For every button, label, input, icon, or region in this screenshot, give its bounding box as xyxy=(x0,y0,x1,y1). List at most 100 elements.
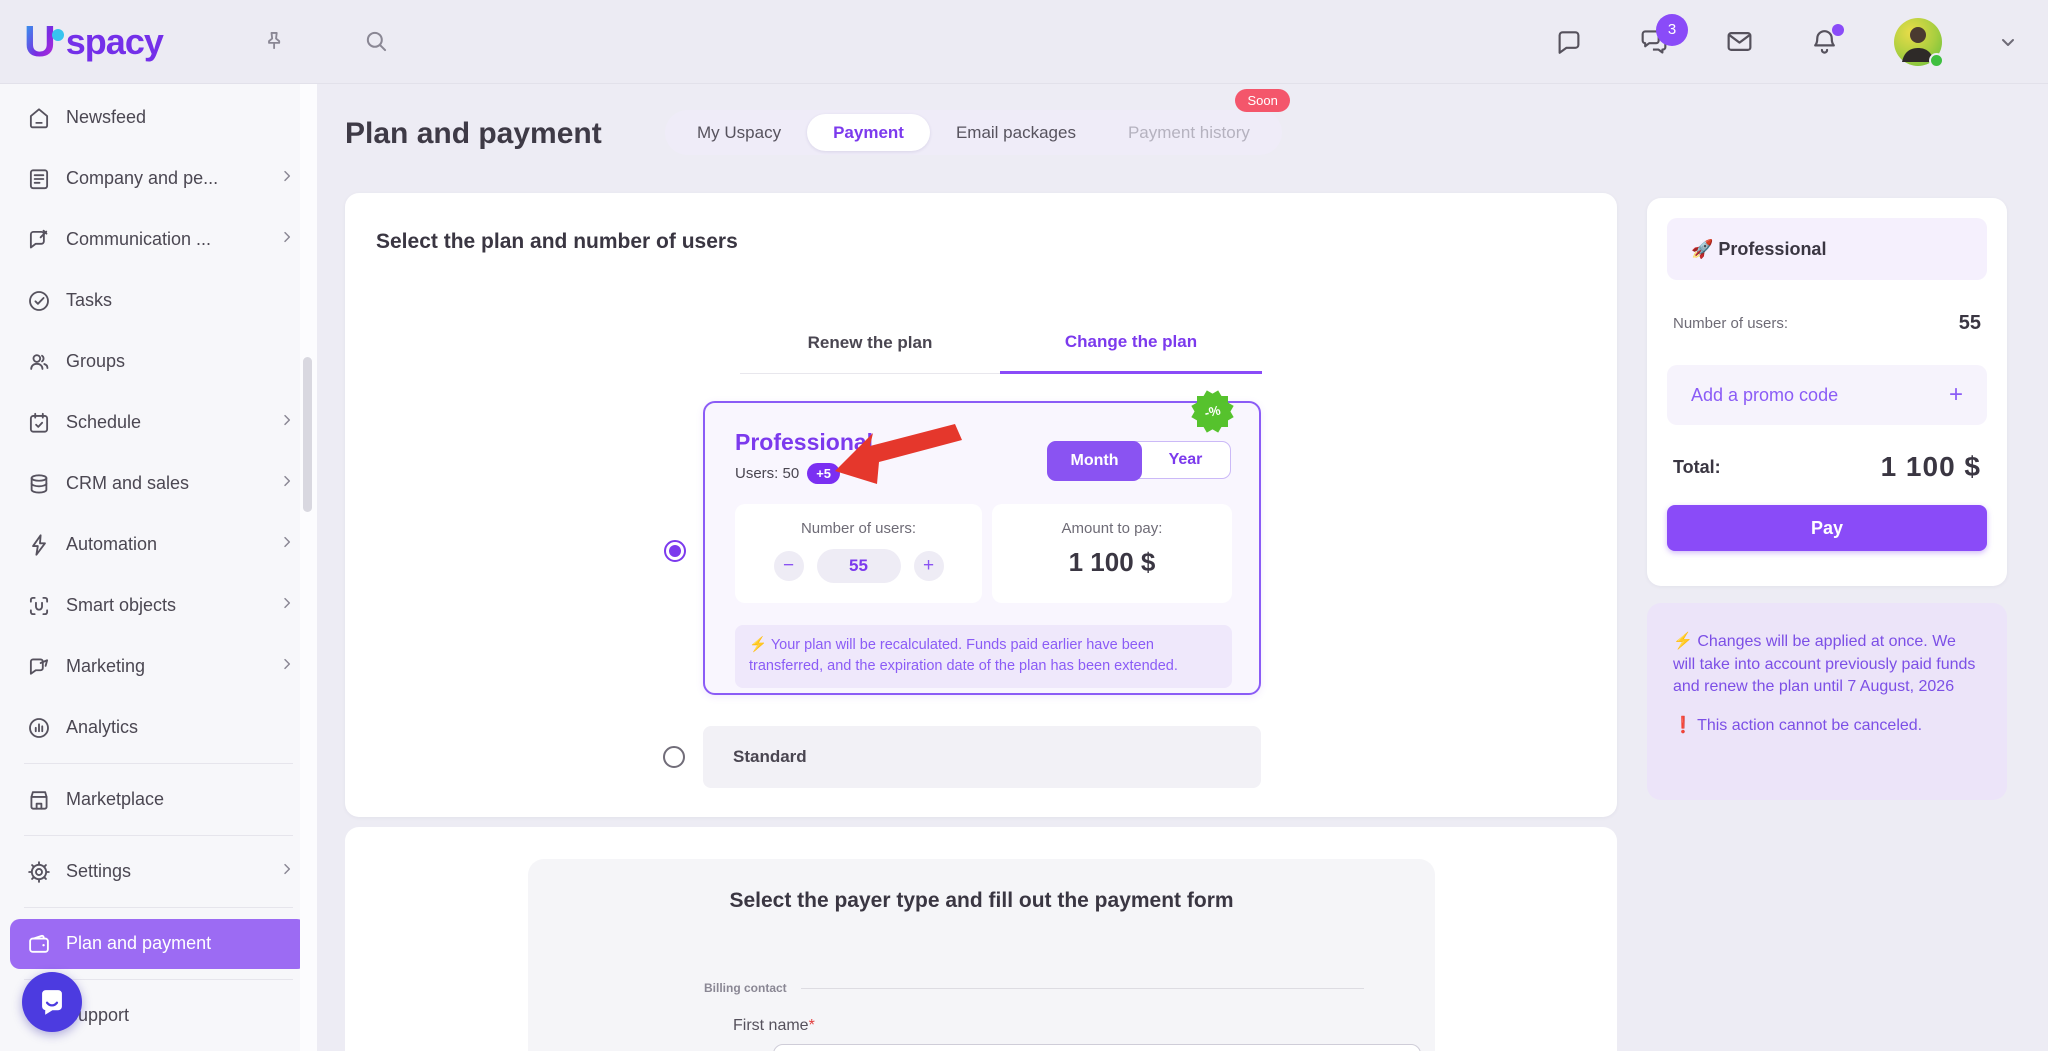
plan-section-heading: Select the plan and number of users xyxy=(376,230,738,253)
sidebar-item-label: Schedule xyxy=(66,412,142,432)
mail-icon[interactable] xyxy=(1724,26,1755,57)
notifications-bell-icon[interactable] xyxy=(1809,24,1844,57)
sidebar-item-newsfeed[interactable]: Newsfeed xyxy=(0,87,317,148)
summary-users-value: 55 xyxy=(1958,312,1981,334)
plan-recalculation-notice: ⚡ Your plan will be recalculated. Funds … xyxy=(735,625,1232,688)
sidebar-item-communication[interactable]: Communication ... xyxy=(0,209,317,270)
professional-plan-card[interactable]: Professional Users: 50 +5 Month Year -% … xyxy=(703,396,1261,695)
summary-users-label: Number of users: xyxy=(1673,315,1789,332)
chats-icon[interactable]: 3 xyxy=(1638,13,1688,58)
soon-badge: Soon xyxy=(1235,89,1290,112)
increase-users-button[interactable]: + xyxy=(913,551,944,581)
chevron-right-icon xyxy=(279,412,295,433)
notice-text: ⚡ Changes will be applied at once. We wi… xyxy=(1673,633,1976,696)
sidebar-item-label: Plan and payment xyxy=(66,933,212,953)
plan-mode-tabs: Renew the plan Change the plan xyxy=(740,313,1262,375)
chevron-right-icon xyxy=(279,473,295,494)
crm-icon xyxy=(26,471,52,497)
logo-text: spacy xyxy=(65,20,164,62)
amount-box: Amount to pay: 1 100 $ xyxy=(992,504,1232,603)
sidebar-item-company[interactable]: Company and pe... xyxy=(0,148,317,209)
users-added-badge: +5 xyxy=(807,463,841,484)
search-icon[interactable] xyxy=(363,28,390,55)
first-name-input[interactable] xyxy=(773,1044,1421,1051)
standard-plan-row[interactable]: Standard xyxy=(703,726,1261,788)
profile-chevron-down-icon[interactable] xyxy=(1996,30,2020,54)
required-asterisk: * xyxy=(808,1017,815,1034)
sidebar-item-label: Marketing xyxy=(66,656,146,676)
sidebar-item-schedule[interactable]: Schedule xyxy=(0,392,317,453)
chat-smile-icon xyxy=(42,990,62,1015)
pay-button[interactable]: Pay xyxy=(1667,505,1987,551)
sidebar-item-tasks[interactable]: Tasks xyxy=(0,270,317,331)
sidebar-item-settings[interactable]: Settings xyxy=(0,841,317,902)
support-chat-button[interactable] xyxy=(22,972,82,1032)
toggle-month[interactable]: Month xyxy=(1047,441,1142,481)
groups-icon xyxy=(26,349,52,375)
add-promo-code-button[interactable]: Add a promo code + xyxy=(1667,365,1987,425)
sidebar-item-crm[interactable]: CRM and sales xyxy=(0,453,317,514)
tab-renew-plan[interactable]: Renew the plan xyxy=(740,313,1000,374)
avatar[interactable] xyxy=(1894,17,1944,68)
online-status-dot xyxy=(1929,52,1944,68)
sidebar-item-smart-objects[interactable]: Smart objects xyxy=(0,575,317,636)
sidebar-item-label: Settings xyxy=(66,861,132,881)
users-count-value[interactable]: 55 xyxy=(816,549,901,583)
sidebar-item-label: Tasks xyxy=(66,290,113,310)
sidebar-divider xyxy=(24,907,293,908)
sidebar-item-label: Smart objects xyxy=(66,595,177,615)
first-name-label: First name xyxy=(733,1017,809,1034)
sidebar-divider xyxy=(24,979,293,980)
decrease-users-button[interactable]: − xyxy=(773,551,804,581)
sidebar-item-marketing[interactable]: Marketing xyxy=(0,636,317,697)
sidebar: Newsfeed Company and pe... Communication… xyxy=(0,84,317,1051)
chevron-right-icon xyxy=(279,168,295,189)
pin-sidebar-icon[interactable] xyxy=(261,29,287,55)
radio-standard[interactable] xyxy=(663,746,685,768)
tab-email-packages[interactable]: Email packages xyxy=(955,122,1076,142)
brand-logo[interactable]: U spacy xyxy=(0,19,317,64)
topbar: U spacy 3 xyxy=(0,0,2048,84)
billing-period-toggle: Month Year xyxy=(1047,441,1231,481)
toggle-year[interactable]: Year xyxy=(1168,451,1203,468)
plus-icon: + xyxy=(1948,381,1963,408)
marketing-icon xyxy=(26,654,52,680)
comment-icon[interactable] xyxy=(1554,27,1584,57)
radio-professional[interactable] xyxy=(664,540,686,562)
tab-change-plan[interactable]: Change the plan xyxy=(1000,313,1262,374)
schedule-icon xyxy=(26,410,52,436)
sidebar-item-label: Analytics xyxy=(66,717,139,737)
summary-plan-title: 🚀 Professional xyxy=(1667,218,1987,280)
chevron-right-icon xyxy=(279,595,295,616)
promo-code-label: Add a promo code xyxy=(1691,384,1839,405)
tab-my-uspacy[interactable]: My Uspacy xyxy=(697,122,782,142)
plan-selection-card: Select the plan and number of users Rene… xyxy=(345,193,1617,817)
sidebar-divider xyxy=(24,835,293,836)
chevron-right-icon xyxy=(279,229,295,250)
sidebar-divider xyxy=(24,763,293,764)
sidebar-scrollbar-thumb[interactable] xyxy=(303,357,312,512)
exclamation-icon: ❗ xyxy=(1673,717,1693,735)
chevron-right-icon xyxy=(279,656,295,677)
sidebar-item-groups[interactable]: Groups xyxy=(0,331,317,392)
order-summary-card: 🚀 Professional Number of users: 55 Add a… xyxy=(1647,198,2007,586)
sidebar-item-label: Support xyxy=(66,1005,130,1025)
sidebar-item-plan-and-payment[interactable]: Plan and payment xyxy=(0,913,317,974)
annotation-arrow xyxy=(835,424,962,484)
total-label: Total: xyxy=(1673,456,1721,477)
changes-notice: ⚡ Changes will be applied at once. We wi… xyxy=(1647,603,2007,800)
sidebar-item-automation[interactable]: Automation xyxy=(0,514,317,575)
discount-badge: -% xyxy=(1197,396,1228,427)
tab-payment[interactable]: Payment xyxy=(807,114,930,151)
notification-dot xyxy=(1832,24,1844,36)
sidebar-item-analytics[interactable]: Analytics xyxy=(0,697,317,758)
newsfeed-icon xyxy=(26,105,52,131)
sidebar-scrollbar-track xyxy=(300,84,317,1051)
tab-payment-history[interactable]: Payment history Soon xyxy=(1102,89,1290,151)
chevron-right-icon xyxy=(279,534,295,555)
page-title: Plan and payment xyxy=(345,117,602,150)
payer-form-section: Select the payer type and fill out the p… xyxy=(528,859,1435,1051)
communication-icon xyxy=(26,227,52,253)
sidebar-item-marketplace[interactable]: Marketplace xyxy=(0,769,317,830)
